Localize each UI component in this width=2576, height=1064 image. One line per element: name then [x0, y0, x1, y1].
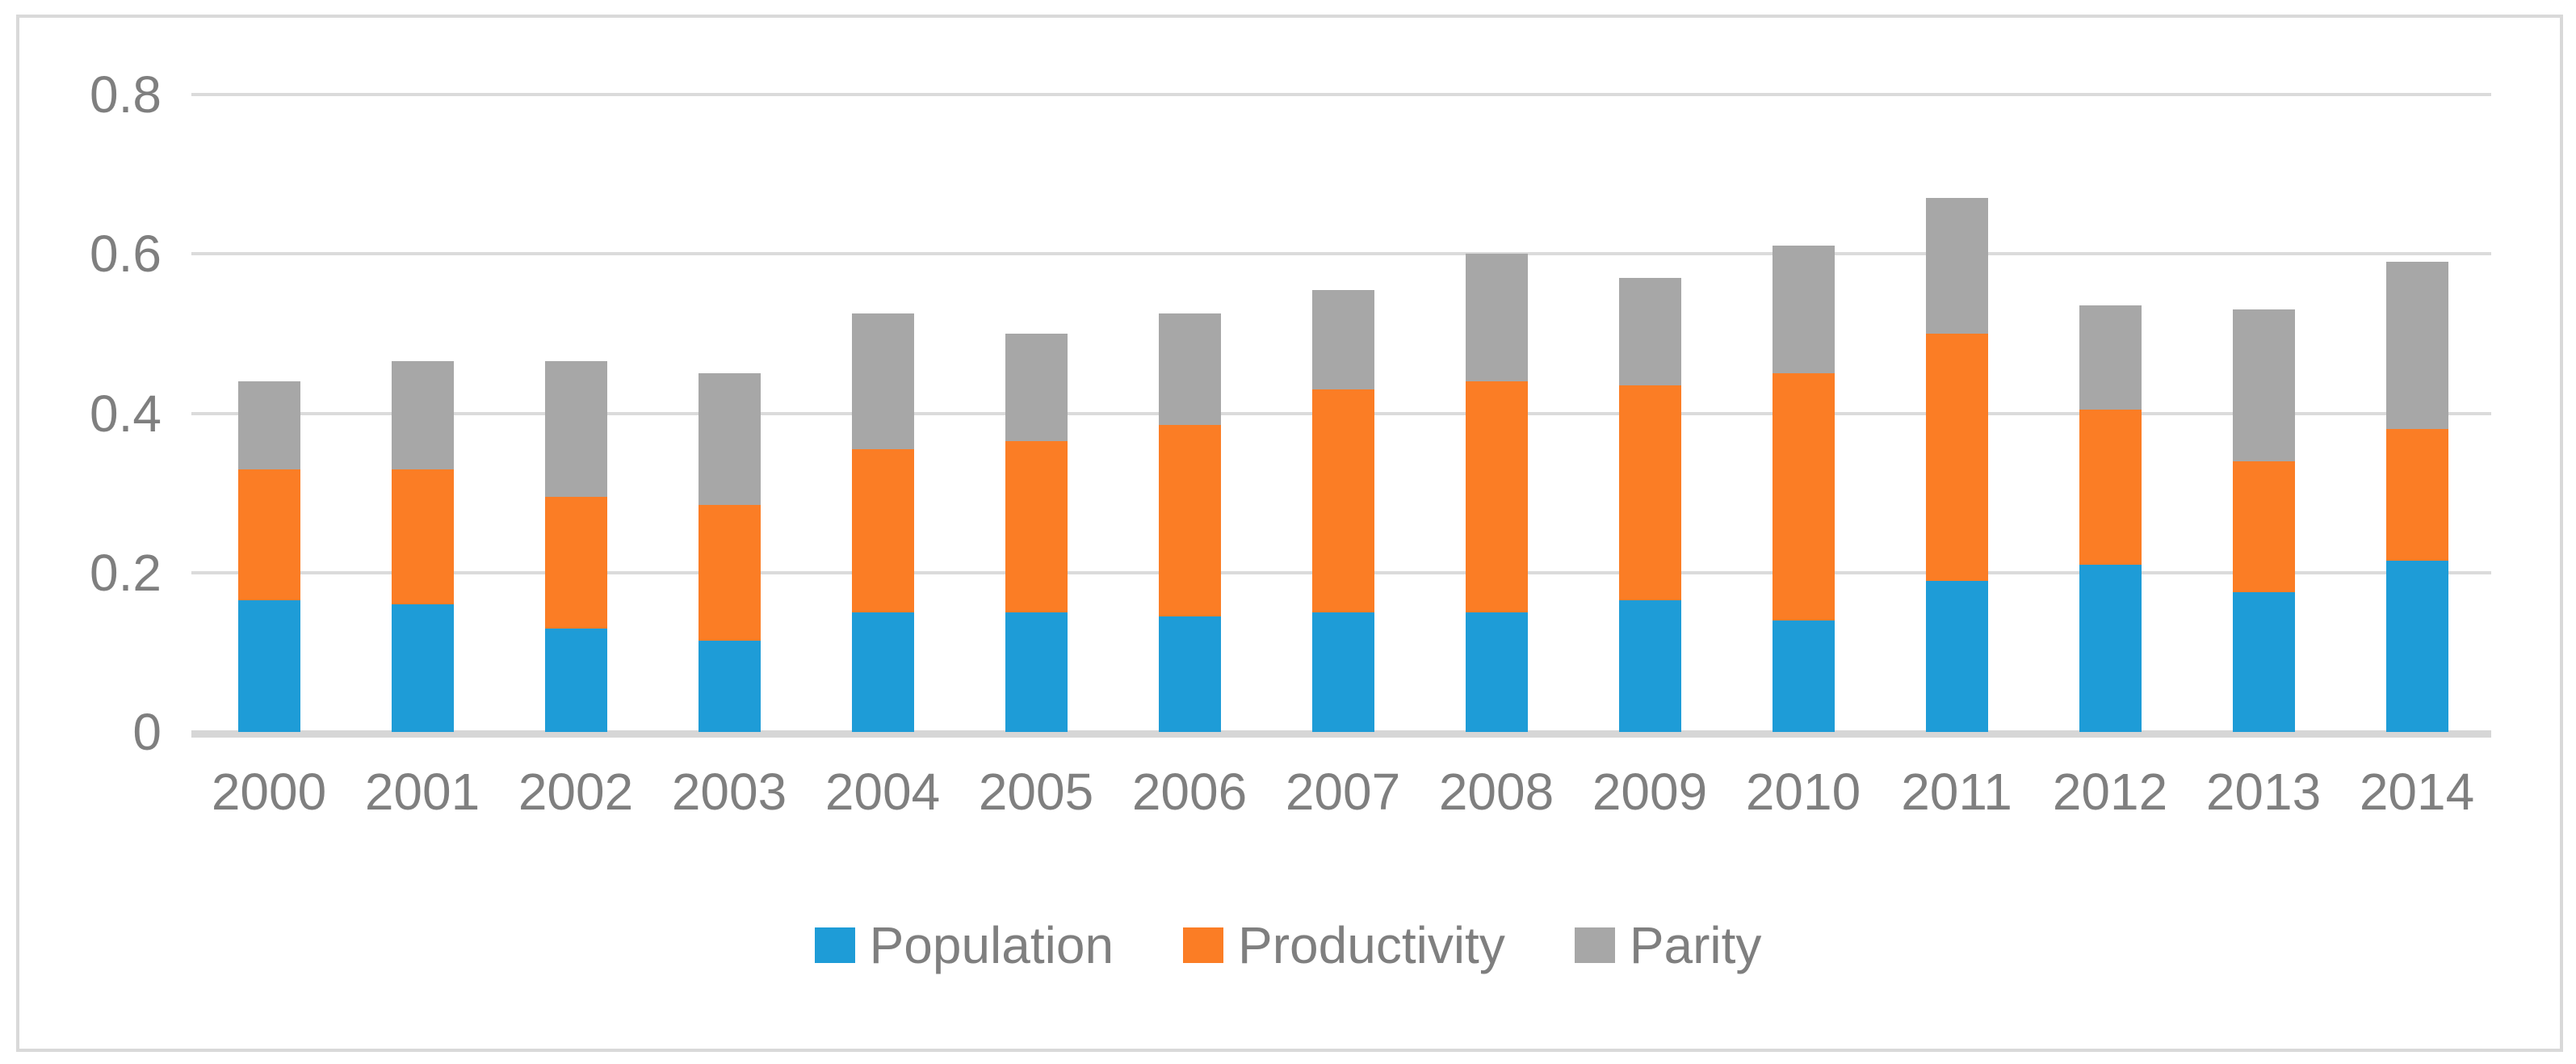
bar-segment-productivity-2001 — [391, 469, 454, 605]
legend-item-productivity: Productivity — [1183, 919, 1505, 971]
bar-segment-productivity-2005 — [1005, 441, 1068, 613]
bar-segment-productivity-2009 — [1618, 385, 1681, 601]
chart-frame-border — [16, 15, 2563, 1052]
bar-segment-population-2014 — [2385, 560, 2448, 732]
bar-segment-population-2010 — [1772, 620, 1835, 732]
bar-segment-parity-2001 — [391, 361, 454, 469]
bar-segment-population-2006 — [1158, 616, 1221, 732]
x-tick-label-2006: 2006 — [1131, 763, 1248, 821]
y-tick-label-0.8: 0.8 — [90, 65, 162, 124]
x-tick-label-2008: 2008 — [1438, 763, 1554, 821]
bar-segment-parity-2014 — [2385, 262, 2448, 430]
bar-segment-productivity-2006 — [1158, 425, 1221, 616]
bar-segment-productivity-2011 — [1925, 333, 1988, 581]
x-tick-label-2003: 2003 — [671, 763, 787, 821]
bar-segment-population-2013 — [2232, 592, 2295, 732]
bar-segment-population-2007 — [1311, 612, 1374, 732]
x-tick-label-2004: 2004 — [824, 763, 941, 821]
x-tick-label-2002: 2002 — [518, 763, 634, 821]
y-tick-label-0.4: 0.4 — [90, 384, 162, 443]
bar-segment-parity-2013 — [2232, 309, 2295, 461]
legend-marker-population-icon — [814, 927, 855, 963]
bar-segment-productivity-2010 — [1772, 373, 1835, 620]
bar-segment-parity-2000 — [237, 381, 300, 469]
bar-segment-population-2001 — [391, 604, 454, 732]
bar-segment-population-2003 — [698, 640, 761, 732]
bar-segment-population-2009 — [1618, 600, 1681, 732]
bar-segment-productivity-2008 — [1465, 381, 1528, 613]
bar-segment-productivity-2000 — [237, 469, 300, 601]
x-axis-line — [191, 730, 2491, 738]
bar-segment-productivity-2007 — [1311, 389, 1374, 613]
legend-label-parity: Parity — [1629, 916, 1762, 974]
bar-segment-population-2011 — [1925, 580, 1988, 732]
gridline-y-0.8 — [191, 93, 2491, 96]
bar-segment-productivity-2003 — [698, 504, 761, 641]
x-tick-label-2013: 2013 — [2205, 763, 2322, 821]
x-tick-label-2001: 2001 — [364, 763, 480, 821]
bar-segment-parity-2007 — [1311, 289, 1374, 389]
legend-marker-productivity-icon — [1183, 927, 1224, 963]
legend: Population Productivity Parity — [0, 919, 2576, 971]
bar-segment-parity-2012 — [2079, 305, 2142, 410]
legend-label-productivity: Productivity — [1238, 916, 1505, 974]
x-tick-label-2000: 2000 — [211, 763, 327, 821]
x-tick-label-2007: 2007 — [1285, 763, 1401, 821]
x-tick-label-2014: 2014 — [2359, 763, 2475, 821]
legend-label-population: Population — [869, 916, 1114, 974]
bar-segment-parity-2004 — [851, 313, 914, 449]
y-tick-label-0: 0 — [132, 703, 162, 761]
bar-segment-parity-2010 — [1772, 246, 1835, 374]
x-tick-label-2005: 2005 — [978, 763, 1094, 821]
bar-segment-population-2005 — [1005, 612, 1068, 732]
bar-segment-parity-2005 — [1005, 333, 1068, 442]
bar-segment-population-2000 — [237, 600, 300, 732]
legend-item-parity: Parity — [1574, 916, 1762, 974]
bar-segment-parity-2009 — [1618, 277, 1681, 385]
x-tick-label-2012: 2012 — [2052, 763, 2168, 821]
bar-segment-population-2008 — [1465, 612, 1528, 732]
bar-segment-productivity-2002 — [544, 497, 607, 629]
bar-segment-parity-2008 — [1465, 254, 1528, 382]
y-tick-label-0.2: 0.2 — [90, 543, 162, 602]
bar-segment-productivity-2012 — [2079, 409, 2142, 565]
bar-segment-population-2012 — [2079, 564, 2142, 732]
bar-segment-population-2004 — [851, 612, 914, 732]
legend-marker-parity-icon — [1574, 927, 1615, 963]
y-tick-label-0.6: 0.6 — [90, 225, 162, 284]
bar-segment-productivity-2004 — [851, 448, 914, 613]
x-tick-label-2010: 2010 — [1745, 763, 1861, 821]
legend-item-population: Population — [814, 916, 1114, 974]
bar-segment-population-2002 — [544, 628, 607, 732]
bar-segment-parity-2002 — [544, 361, 607, 498]
bar-segment-parity-2011 — [1925, 198, 1988, 334]
x-tick-label-2011: 2011 — [1901, 763, 2012, 821]
bar-segment-parity-2003 — [698, 373, 761, 505]
bar-segment-parity-2006 — [1158, 313, 1221, 426]
bar-segment-productivity-2013 — [2232, 461, 2295, 593]
x-tick-label-2009: 2009 — [1592, 763, 1708, 821]
bar-segment-productivity-2014 — [2385, 429, 2448, 561]
gridline-y-0.6 — [191, 252, 2491, 256]
